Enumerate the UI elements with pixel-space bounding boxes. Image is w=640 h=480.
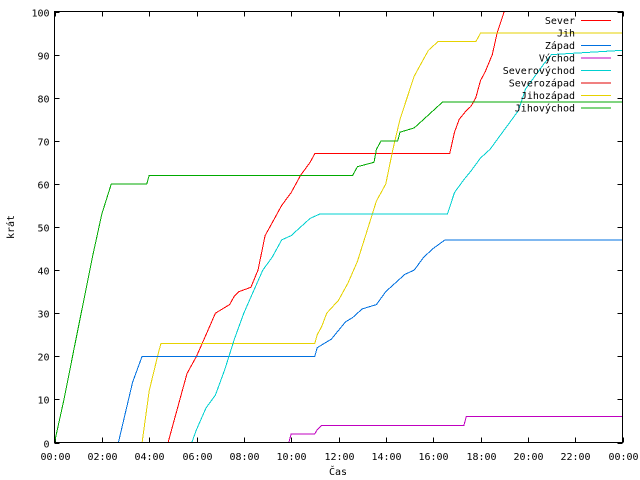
y-tick-label: 50 [37, 224, 49, 235]
y-tick-label: 0 [43, 440, 49, 451]
x-tick-label: 14:00 [371, 452, 401, 463]
y-tick-label: 90 [37, 52, 49, 63]
y-tick-label: 30 [37, 310, 49, 321]
legend-label-severovychod: Severovýchod [503, 65, 575, 77]
x-tick-label: 22:00 [560, 452, 590, 463]
y-tick-label: 100 [31, 9, 49, 20]
legend-label-zapad: Západ [545, 40, 575, 52]
legend: Sever JihZápadVýchodSeverovýchodSeverozáp… [503, 16, 611, 115]
x-tick-label: 04:00 [134, 452, 164, 463]
series-lines [54, 11, 623, 443]
x-tick-label: 18:00 [466, 452, 496, 463]
y-axis-label: krát [5, 215, 17, 239]
legend-label-jih: Jih [557, 29, 575, 40]
series-line-sever [167, 11, 505, 443]
x-tick-label: 00:00 [608, 452, 638, 463]
series-line-severovychod [191, 49, 623, 443]
legend-label-jihozapad: Jihozápad [521, 90, 575, 102]
x-tick-label: 00:00 [40, 452, 70, 463]
legend-label-severozapad: Severozápad [509, 78, 575, 90]
x-tick-label: 02:00 [87, 452, 117, 463]
x-tick-label: 12:00 [324, 452, 354, 463]
y-tick-label: 80 [37, 95, 49, 106]
x-tick-label: 20:00 [513, 452, 543, 463]
x-tick-label: 16:00 [418, 452, 448, 463]
series-line-jih [141, 32, 623, 443]
x-tick-label: 08:00 [229, 452, 259, 463]
y-tick-label: 10 [37, 396, 49, 407]
axes: 00:00 02:00 04:00 06:00 08:00 10:00 12:00 14:00… [31, 9, 638, 464]
legend-label-sever: Sever [545, 16, 575, 27]
y-tick-label: 60 [37, 181, 49, 192]
y-tick-label: 20 [37, 353, 49, 364]
series-line-vychod [288, 416, 623, 443]
series-line-zapad [117, 239, 623, 443]
x-tick-label: 06:00 [182, 452, 212, 463]
y-tick-label: 40 [37, 267, 49, 278]
legend-label-jihovychod: Jihovýchod [515, 103, 575, 115]
legend-label-vychod: Východ [539, 53, 575, 65]
series-line-jihovychod [54, 101, 623, 443]
x-axis-label: Čas [329, 465, 347, 478]
y-tick-label: 70 [37, 138, 49, 149]
plot-frame [54, 11, 623, 443]
x-tick-label: 10:00 [276, 452, 306, 463]
